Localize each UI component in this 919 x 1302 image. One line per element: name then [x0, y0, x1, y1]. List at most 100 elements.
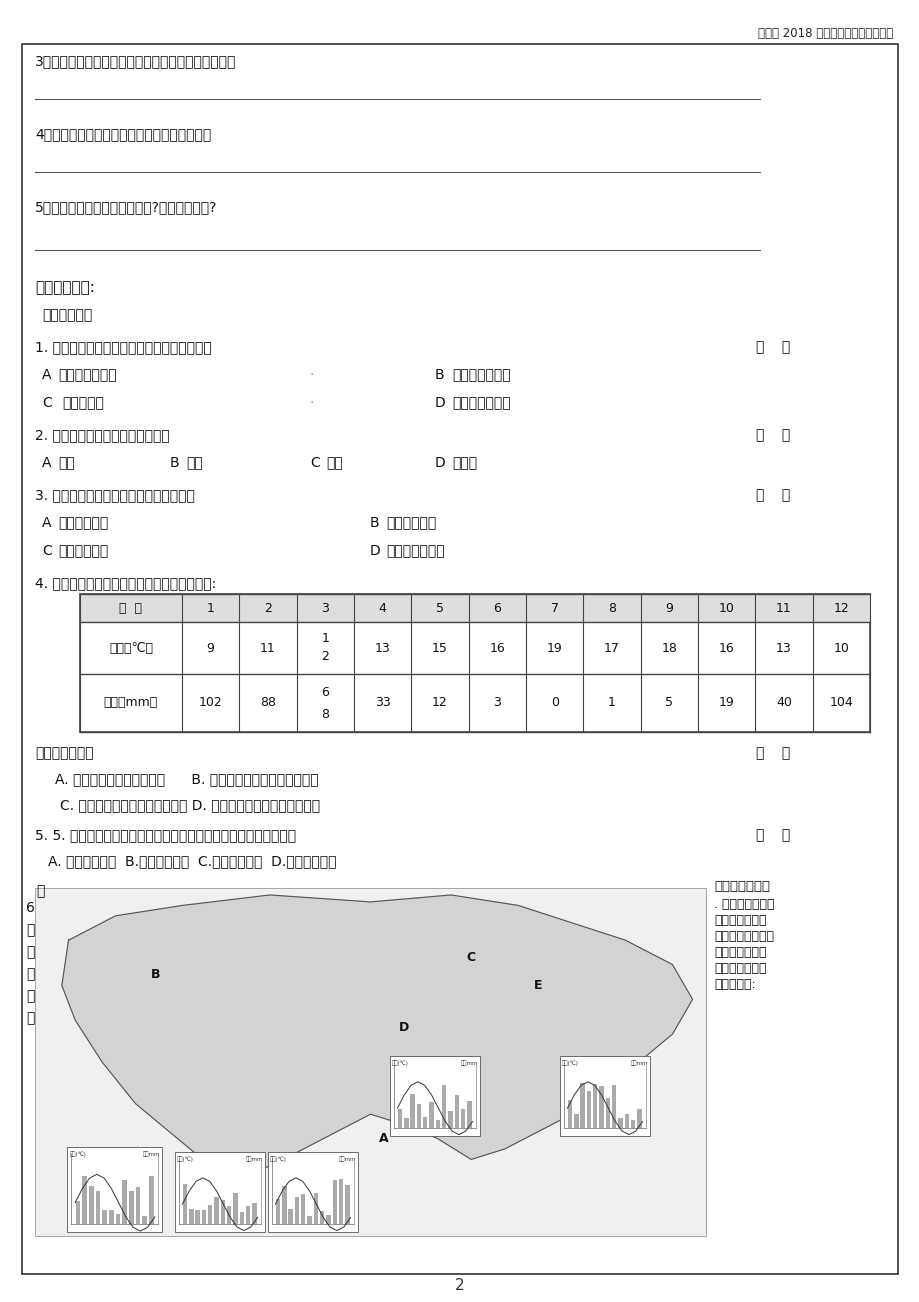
- Text: 热带草原气候: 热带草原气候: [58, 516, 108, 530]
- Text: 12: 12: [432, 697, 448, 710]
- Text: C. 夏季高温多雨，冬季寒冷干燥 D. 夏季炎热干燥，冬季温和多雨: C. 夏季高温多雨，冬季寒冷干燥 D. 夏季炎热干燥，冬季温和多雨: [60, 798, 320, 812]
- Text: 3: 3: [321, 602, 329, 615]
- Text: 降水mm: 降水mm: [630, 1060, 647, 1065]
- Bar: [307, 1216, 312, 1224]
- Bar: [129, 1191, 133, 1224]
- Text: D: D: [435, 456, 446, 470]
- Text: A: A: [379, 1131, 389, 1144]
- Bar: [233, 1193, 237, 1224]
- Text: 5. 5. 你知道被称为地球之肺的大片森林分布于下列哪个气候区吗？: 5. 5. 你知道被称为地球之肺的大片森林分布于下列哪个气候区吗？: [35, 828, 296, 842]
- Text: 19: 19: [546, 642, 562, 655]
- Text: B: B: [435, 368, 444, 381]
- Text: 温带海洋气候: 温带海洋气候: [58, 544, 108, 559]
- Bar: [195, 1210, 199, 1224]
- Bar: [345, 1185, 349, 1224]
- Bar: [637, 1108, 641, 1128]
- Text: C: C: [42, 544, 51, 559]
- Bar: [460, 1109, 465, 1128]
- Bar: [108, 1211, 114, 1224]
- Text: 3. 我国长江中下游地区的主要气候类型是: 3. 我国长江中下游地区的主要气候类型是: [35, 488, 195, 503]
- Bar: [598, 1086, 603, 1128]
- Bar: [175, 1152, 265, 1232]
- Text: 亚热带季风气候: 亚热带季风气候: [451, 396, 510, 410]
- Text: 3、如何根据年降水量和降水的季节分配确定气候类型: 3、如何根据年降水量和降水的季节分配确定气候类型: [35, 53, 236, 68]
- Text: （    ）: （ ）: [755, 340, 789, 354]
- Bar: [214, 1197, 219, 1224]
- Bar: [605, 1098, 609, 1128]
- Text: 温带季风气候: 温带季风气候: [386, 516, 436, 530]
- Text: 19: 19: [718, 697, 733, 710]
- Bar: [208, 1206, 212, 1224]
- Text: （    ）: （ ）: [755, 828, 789, 842]
- Bar: [82, 1177, 86, 1224]
- Bar: [326, 1215, 330, 1224]
- Text: 气温(℃): 气温(℃): [562, 1060, 578, 1065]
- Bar: [239, 1212, 244, 1224]
- Text: C: C: [42, 396, 51, 410]
- Text: 2: 2: [321, 651, 329, 664]
- Text: B: B: [151, 969, 160, 982]
- Text: B: B: [369, 516, 380, 530]
- Text: 11: 11: [776, 602, 791, 615]
- Bar: [136, 1186, 141, 1224]
- Bar: [467, 1100, 471, 1128]
- Bar: [201, 1210, 206, 1224]
- Bar: [410, 1094, 414, 1128]
- Text: 气温(℃): 气温(℃): [176, 1156, 194, 1161]
- Text: 6: 6: [26, 901, 34, 915]
- Text: 13: 13: [374, 642, 391, 655]
- Bar: [142, 1216, 147, 1224]
- Bar: [567, 1100, 572, 1128]
- Bar: [332, 1180, 336, 1224]
- Text: 3: 3: [493, 697, 501, 710]
- Bar: [282, 1186, 286, 1224]
- Text: 温带海洋性气候: 温带海洋性气候: [451, 368, 510, 381]
- Bar: [618, 1118, 622, 1128]
- Bar: [313, 1194, 318, 1224]
- Bar: [624, 1113, 629, 1128]
- Text: 12: 12: [833, 602, 848, 615]
- Text: 18: 18: [661, 642, 676, 655]
- Text: 气温(℃): 气温(℃): [391, 1060, 408, 1065]
- Text: 8: 8: [321, 707, 329, 720]
- Text: 6: 6: [321, 685, 329, 698]
- Text: 2: 2: [264, 602, 272, 615]
- Text: （    ）: （ ）: [755, 428, 789, 441]
- Text: 非洲: 非洲: [325, 456, 343, 470]
- Bar: [390, 1056, 480, 1137]
- Polygon shape: [62, 894, 692, 1173]
- Bar: [403, 1117, 408, 1128]
- Bar: [183, 1185, 187, 1224]
- Text: 5: 5: [436, 602, 444, 615]
- Text: 33: 33: [374, 697, 391, 710]
- Text: 降水mm: 降水mm: [460, 1060, 478, 1065]
- Text: A: A: [42, 368, 51, 381]
- Text: 102: 102: [199, 697, 222, 710]
- Bar: [573, 1115, 578, 1128]
- Bar: [67, 1147, 163, 1232]
- Bar: [89, 1186, 94, 1224]
- Text: 降水（mm）: 降水（mm）: [104, 697, 158, 710]
- Text: 请: 请: [26, 967, 34, 980]
- Text: D: D: [435, 396, 446, 410]
- Text: 9: 9: [207, 642, 214, 655]
- Text: 上: 上: [26, 923, 34, 937]
- Bar: [441, 1086, 446, 1128]
- Text: D: D: [369, 544, 380, 559]
- Text: （: （: [36, 884, 44, 898]
- Text: 月  份: 月 份: [119, 602, 142, 615]
- Text: 二）、非选择题: 二）、非选择题: [713, 880, 769, 893]
- Bar: [416, 1104, 421, 1128]
- Bar: [338, 1180, 343, 1224]
- Bar: [593, 1085, 596, 1128]
- Text: 气温(℃): 气温(℃): [70, 1151, 86, 1156]
- Text: 降水mm: 降水mm: [338, 1156, 356, 1161]
- Bar: [397, 1109, 402, 1128]
- Text: A. 热带季风气候  B.热带草原气候  C.热带雨林气候  D.热带荒漠气候: A. 热带季风气候 B.热带草原气候 C.热带雨林气候 D.热带荒漠气候: [48, 854, 336, 868]
- Bar: [320, 1211, 324, 1224]
- Bar: [288, 1210, 292, 1224]
- Bar: [80, 594, 869, 622]
- Text: 10: 10: [833, 642, 848, 655]
- Bar: [122, 1180, 127, 1224]
- Text: 地: 地: [26, 945, 34, 960]
